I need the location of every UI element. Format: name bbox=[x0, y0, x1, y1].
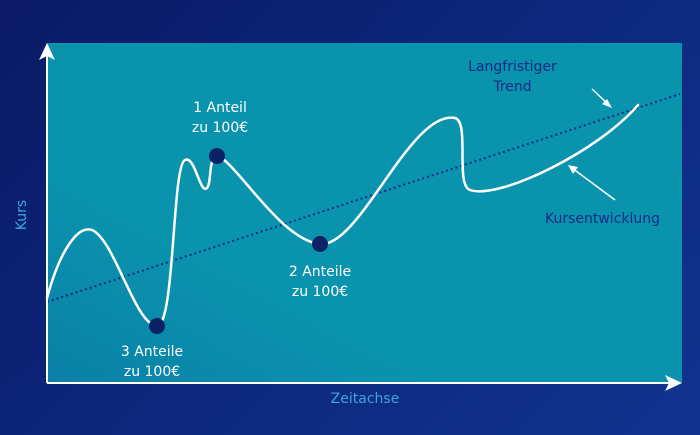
point-1-dot bbox=[209, 148, 225, 164]
trend-label-line1: Langfristiger bbox=[468, 59, 557, 75]
point-2-label-line2: zu 100€ bbox=[291, 284, 349, 300]
x-axis-arrow-icon bbox=[665, 375, 682, 391]
trend-label-line2: Trend bbox=[493, 79, 532, 95]
y-axis-label: Kurs bbox=[14, 199, 30, 231]
y-axis-arrow-icon bbox=[39, 43, 55, 60]
trend-label: Langfristiger Trend bbox=[460, 57, 565, 97]
curve-label: Kursentwicklung bbox=[544, 211, 661, 227]
curve-pointer-arrow bbox=[571, 167, 616, 201]
curve-pointer-arrowhead-icon bbox=[568, 165, 578, 174]
point-3-label: 3 Anteile zu 100€ bbox=[97, 342, 207, 382]
trend-line bbox=[46, 93, 681, 303]
point-1-label-line2: zu 100€ bbox=[191, 120, 249, 136]
point-3-label-line1: 3 Anteile bbox=[120, 344, 184, 360]
point-1-label: 1 Anteil zu 100€ bbox=[170, 98, 270, 138]
point-2-dot bbox=[312, 236, 328, 252]
point-2-label-line1: 2 Anteile bbox=[288, 264, 352, 280]
point-3-label-line2: zu 100€ bbox=[123, 364, 181, 380]
point-3-dot bbox=[149, 318, 165, 334]
point-2-label: 2 Anteile zu 100€ bbox=[270, 262, 370, 302]
x-axis-label: Zeitachse bbox=[330, 391, 400, 407]
point-1-label-line1: 1 Anteil bbox=[193, 100, 247, 116]
trend-pointer-arrowhead-icon bbox=[602, 99, 612, 108]
